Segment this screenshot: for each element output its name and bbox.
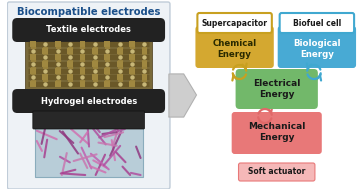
Text: Biofuel cell: Biofuel cell [293, 19, 341, 28]
FancyBboxPatch shape [12, 18, 165, 42]
FancyBboxPatch shape [195, 26, 274, 68]
FancyBboxPatch shape [278, 26, 356, 68]
Text: Soft actuator: Soft actuator [248, 167, 306, 177]
Text: Electrical
Energy: Electrical Energy [253, 79, 300, 99]
FancyBboxPatch shape [280, 13, 354, 33]
FancyBboxPatch shape [236, 69, 318, 109]
Text: Mechanical
Energy: Mechanical Energy [248, 122, 306, 142]
Text: Textile electrodes: Textile electrodes [46, 26, 131, 35]
Text: Biocompatible electrodes: Biocompatible electrodes [17, 7, 160, 17]
FancyBboxPatch shape [35, 127, 143, 177]
FancyBboxPatch shape [12, 89, 165, 113]
Text: Hydrogel electrodes: Hydrogel electrodes [41, 97, 137, 105]
Text: Chemical
Energy: Chemical Energy [213, 39, 257, 59]
FancyBboxPatch shape [238, 163, 315, 181]
Text: Supercapacitor: Supercapacitor [202, 19, 267, 28]
FancyBboxPatch shape [8, 2, 170, 189]
Polygon shape [169, 74, 196, 117]
Bar [25, 39, 152, 89]
FancyBboxPatch shape [33, 111, 144, 129]
Text: Biological
Energy: Biological Energy [293, 39, 341, 59]
FancyBboxPatch shape [232, 112, 322, 154]
FancyBboxPatch shape [197, 13, 272, 33]
